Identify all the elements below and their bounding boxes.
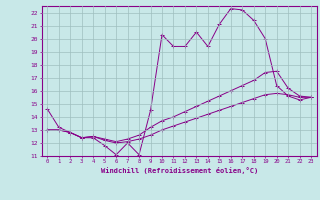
X-axis label: Windchill (Refroidissement éolien,°C): Windchill (Refroidissement éolien,°C)	[100, 167, 258, 174]
